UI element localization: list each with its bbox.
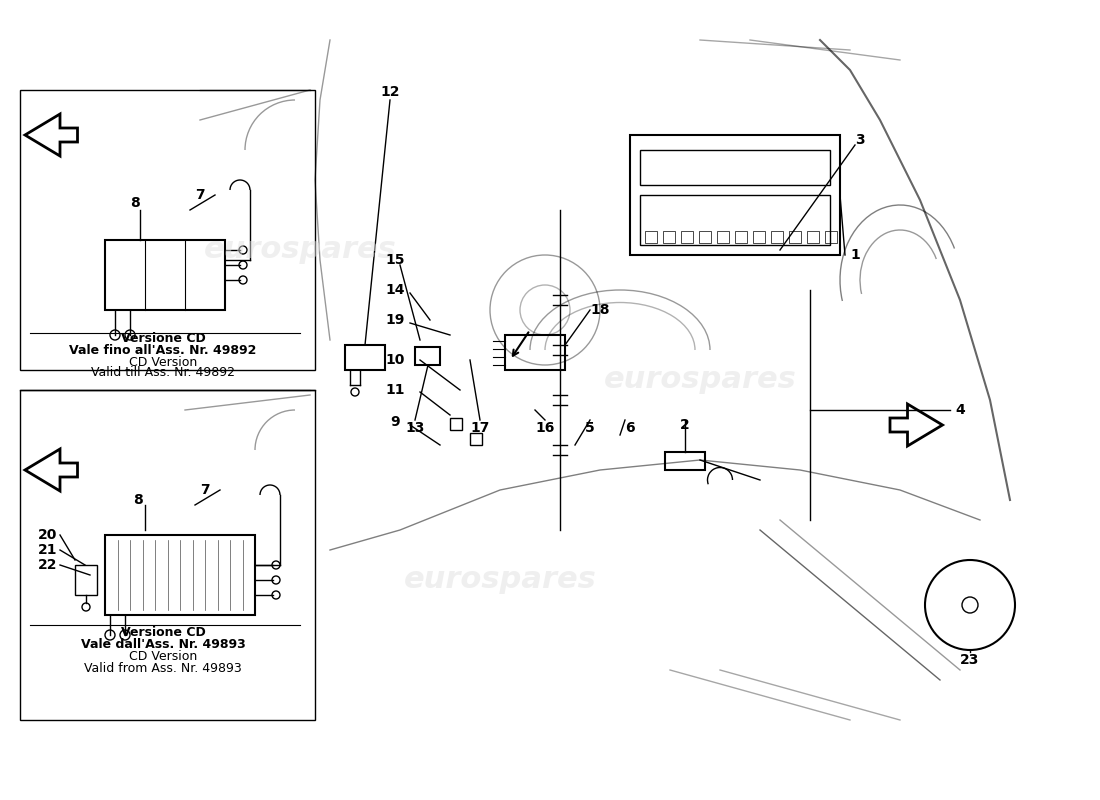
Bar: [640, 195, 830, 245]
Bar: [681, 231, 693, 243]
Text: 17: 17: [471, 421, 490, 435]
Text: 6: 6: [625, 421, 635, 435]
Text: 8: 8: [130, 196, 140, 210]
Bar: [470, 433, 482, 445]
Bar: [20, 90, 315, 370]
Text: Vale fino all'Ass. Nr. 49892: Vale fino all'Ass. Nr. 49892: [69, 345, 256, 358]
Bar: [20, 390, 315, 720]
Text: 7: 7: [200, 483, 210, 497]
Text: 10: 10: [385, 353, 405, 367]
Text: 23: 23: [960, 653, 980, 667]
Text: 11: 11: [385, 383, 405, 397]
Bar: [450, 418, 462, 430]
Bar: [415, 347, 440, 365]
Text: 14: 14: [385, 283, 405, 297]
Text: 21: 21: [39, 543, 57, 557]
Bar: [735, 231, 747, 243]
Text: 16: 16: [536, 421, 554, 435]
Text: Vale dall'Ass. Nr. 49893: Vale dall'Ass. Nr. 49893: [80, 638, 245, 651]
Bar: [75, 565, 97, 595]
Text: 20: 20: [39, 528, 57, 542]
Text: 1: 1: [850, 248, 860, 262]
Text: 15: 15: [385, 253, 405, 267]
Text: 22: 22: [39, 558, 57, 572]
Bar: [505, 335, 565, 370]
Text: 8: 8: [133, 493, 143, 507]
Text: 7: 7: [195, 188, 205, 202]
Text: Valid till Ass. Nr. 49892: Valid till Ass. Nr. 49892: [91, 366, 235, 378]
Text: Versione CD: Versione CD: [121, 331, 206, 345]
Bar: [640, 150, 830, 185]
Bar: [717, 231, 729, 243]
Bar: [630, 135, 840, 255]
Bar: [698, 231, 711, 243]
Text: CD Version: CD Version: [129, 650, 197, 663]
Text: 19: 19: [385, 313, 405, 327]
Bar: [645, 231, 657, 243]
Text: eurospares: eurospares: [604, 366, 796, 394]
Text: 12: 12: [381, 85, 399, 99]
Bar: [807, 231, 820, 243]
Text: 5: 5: [585, 421, 595, 435]
Bar: [104, 240, 226, 310]
Bar: [663, 231, 675, 243]
Bar: [789, 231, 801, 243]
Text: 18: 18: [591, 303, 609, 317]
Text: 2: 2: [680, 418, 690, 432]
Text: Valid from Ass. Nr. 49893: Valid from Ass. Nr. 49893: [84, 662, 242, 675]
Bar: [666, 452, 705, 470]
Text: eurospares: eurospares: [404, 566, 596, 594]
Text: eurospares: eurospares: [204, 235, 396, 265]
Bar: [104, 535, 255, 615]
Bar: [754, 231, 764, 243]
Bar: [345, 345, 385, 370]
Text: CD Version: CD Version: [129, 355, 197, 369]
Bar: [771, 231, 783, 243]
Text: 13: 13: [405, 421, 425, 435]
Text: 3: 3: [855, 133, 865, 147]
Bar: [825, 231, 837, 243]
Text: 9: 9: [390, 415, 399, 429]
Text: 4: 4: [955, 403, 965, 417]
Text: Versione CD: Versione CD: [121, 626, 206, 638]
